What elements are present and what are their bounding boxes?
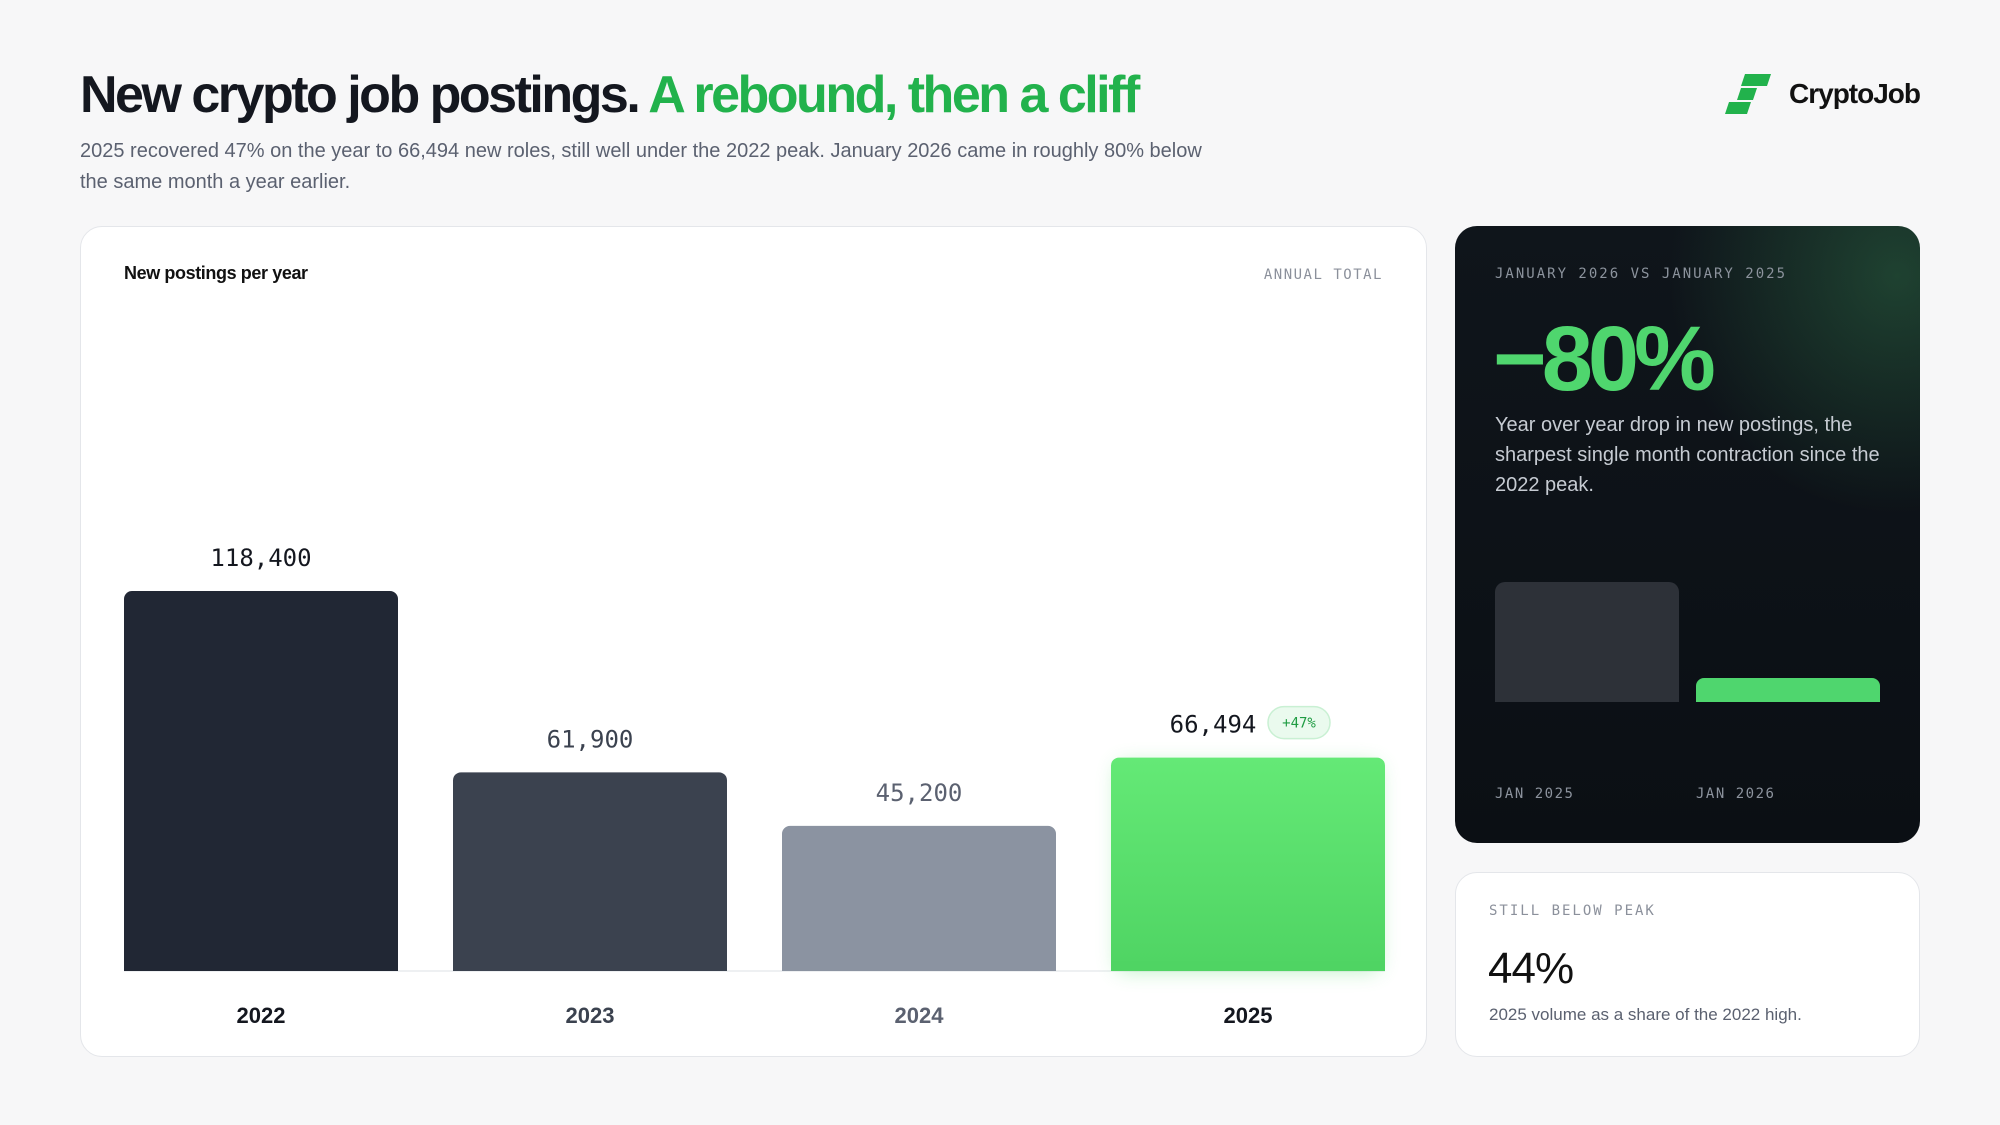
bar-base-2023 bbox=[453, 961, 727, 971]
peak-note: 2025 volume as a share of the 2022 high. bbox=[1489, 1005, 1802, 1024]
jan-2026-label: JAN 2026 bbox=[1696, 786, 1776, 802]
bar-base-2024 bbox=[782, 961, 1056, 971]
jan-2025-bar bbox=[1495, 582, 1679, 702]
brand: CryptoJob bbox=[1725, 72, 1921, 116]
bar-2024 bbox=[782, 825, 1056, 971]
bar-2025 bbox=[1111, 757, 1385, 971]
category-label-2023: 2023 bbox=[566, 1003, 615, 1028]
category-label-2025: 2025 bbox=[1224, 1003, 1273, 1028]
annual-postings-card: New postings per year ANNUAL TOTAL 118,4… bbox=[80, 226, 1427, 1057]
bar-base-2022 bbox=[124, 961, 398, 971]
value-label-2024: 45,200 bbox=[876, 779, 963, 807]
bar-2023 bbox=[453, 772, 727, 971]
category-label-2022: 2022 bbox=[237, 1003, 286, 1028]
jan-2025-label: JAN 2025 bbox=[1495, 786, 1575, 802]
below-peak-card: STILL BELOW PEAK 44% 2025 volume as a sh… bbox=[1455, 872, 1920, 1057]
peak-kicker: STILL BELOW PEAK bbox=[1489, 903, 1656, 919]
jan-kicker: JANUARY 2026 VS JANUARY 2025 bbox=[1495, 266, 1788, 282]
page-title: New crypto job postings. A rebound, then… bbox=[80, 62, 1140, 128]
brand-name: CryptoJob bbox=[1789, 78, 1921, 109]
title-main: New crypto job postings. bbox=[80, 66, 641, 124]
title-accent: A rebound, then a cliff bbox=[648, 66, 1140, 124]
bar-2022 bbox=[124, 591, 398, 971]
bar-base-2025 bbox=[1111, 961, 1385, 971]
cryptojob-logo-icon bbox=[1725, 74, 1771, 114]
growth-badge-text: +47% bbox=[1282, 716, 1316, 732]
jan-drop-value: −80% bbox=[1493, 308, 1716, 410]
january-comparison-card: JANUARY 2026 VS JANUARY 2025 −80% Year o… bbox=[1455, 226, 1920, 843]
chart-label: New postings per year bbox=[124, 263, 308, 283]
bar-chart: 118,400 2022 61,900 2023 45,200 2024 66,494 +47… bbox=[124, 544, 1385, 1028]
page-subtitle: 2025 recovered 47% on the year to 66,494… bbox=[80, 140, 1202, 193]
peak-value: 44% bbox=[1488, 944, 1574, 993]
jan-description: Year over year drop in new postings, the… bbox=[1495, 414, 1880, 496]
value-label-2022: 118,400 bbox=[210, 544, 311, 572]
jan-2026-bar bbox=[1696, 678, 1880, 702]
value-label-2023: 61,900 bbox=[547, 725, 634, 753]
value-label-2025: 66,494 bbox=[1170, 711, 1257, 739]
chart-tag: ANNUAL TOTAL bbox=[1263, 267, 1383, 283]
growth-badge bbox=[1267, 705, 1331, 740]
category-label-2024: 2024 bbox=[895, 1003, 945, 1028]
